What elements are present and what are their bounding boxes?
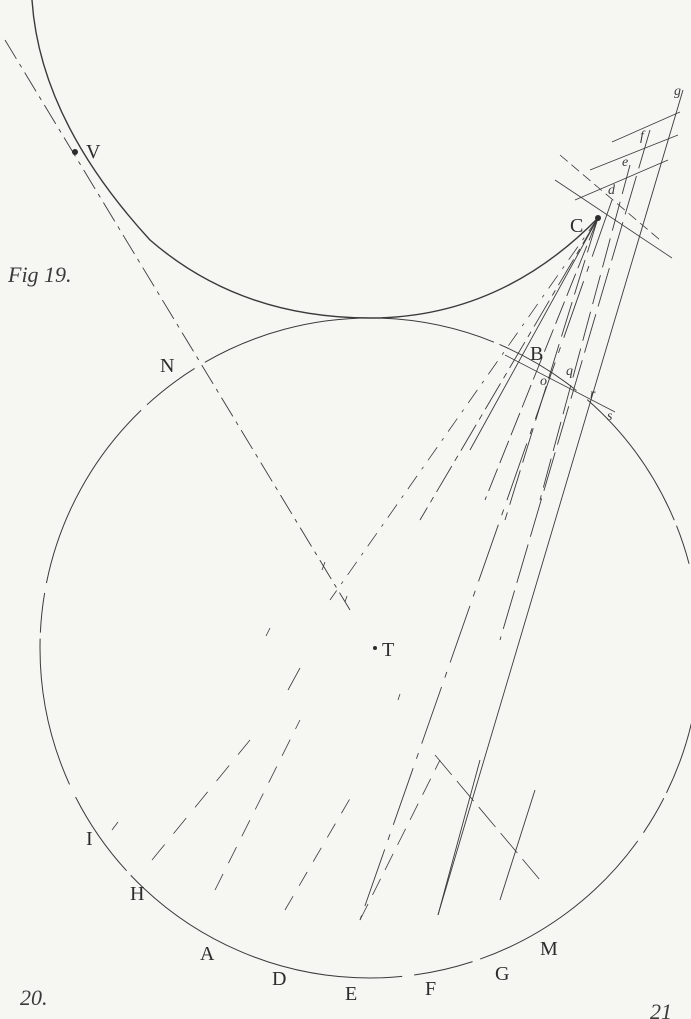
- tangent-c-2: [559, 154, 661, 241]
- point-t-dot: [373, 646, 377, 650]
- label-s: s: [607, 409, 613, 424]
- ray-c-3: [484, 217, 599, 501]
- label-d: D: [272, 968, 286, 990]
- tick-6: [111, 821, 119, 831]
- tick-2: [265, 627, 271, 637]
- ray-c-4: [504, 217, 599, 521]
- label-o: o: [540, 374, 547, 389]
- label-g: G: [495, 963, 509, 985]
- label-i: I: [86, 828, 93, 850]
- arc-segment-b: [504, 354, 616, 413]
- main-circle: [39, 317, 691, 979]
- tangent-c-1: [554, 179, 673, 259]
- label-f: F: [425, 978, 436, 1000]
- label-q: q: [566, 364, 573, 379]
- label-c: C: [570, 215, 583, 237]
- label-e: E: [345, 983, 357, 1005]
- ray-to-d: [284, 789, 356, 911]
- ray-c-5: [329, 217, 599, 601]
- label-r: r: [590, 387, 596, 402]
- tangent-c-5: [611, 111, 681, 143]
- fig19-label: Fig 19.: [7, 262, 72, 287]
- ray-to-a: [214, 719, 301, 891]
- ray-c-1: [419, 217, 599, 521]
- line-to-m: [434, 754, 541, 881]
- label-g-small: g: [674, 84, 681, 99]
- label-d-small: d: [608, 183, 616, 198]
- tangent-c-4: [589, 134, 679, 171]
- fig21-label: 21: [650, 999, 672, 1019]
- fig20-label: 20.: [20, 985, 48, 1010]
- label-b: B: [530, 343, 543, 365]
- label-f-small: f: [640, 129, 646, 144]
- label-t: T: [382, 639, 394, 661]
- tick-3: [321, 561, 326, 571]
- upper-curve: [31, 0, 599, 319]
- ray-to-g: [499, 789, 536, 901]
- tangent-c-3: [574, 159, 669, 201]
- ray-d: [359, 199, 613, 921]
- ray-to-f: [437, 759, 481, 916]
- ray-c-2: [469, 217, 599, 451]
- label-v: V: [86, 141, 101, 163]
- label-e-small: e: [622, 155, 628, 170]
- point-c-dot: [595, 215, 601, 221]
- ray-to-h: [151, 739, 251, 861]
- ray-e: [539, 164, 631, 501]
- ray-f: [499, 129, 651, 641]
- tangent-line-v: [4, 39, 351, 611]
- label-m: M: [540, 938, 558, 960]
- tick-5: [397, 693, 401, 701]
- point-v-dot: [72, 149, 78, 155]
- tick-4: [344, 595, 348, 603]
- label-h: H: [130, 883, 144, 905]
- ray-to-e: [359, 759, 441, 921]
- tick-1: [287, 667, 301, 691]
- ray-g: [437, 89, 684, 916]
- label-n: N: [160, 355, 174, 377]
- label-a: A: [200, 943, 215, 965]
